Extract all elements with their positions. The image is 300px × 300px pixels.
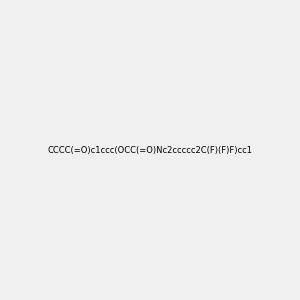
Text: CCCC(=O)c1ccc(OCC(=O)Nc2ccccc2C(F)(F)F)cc1: CCCC(=O)c1ccc(OCC(=O)Nc2ccccc2C(F)(F)F)c… bbox=[47, 146, 253, 154]
